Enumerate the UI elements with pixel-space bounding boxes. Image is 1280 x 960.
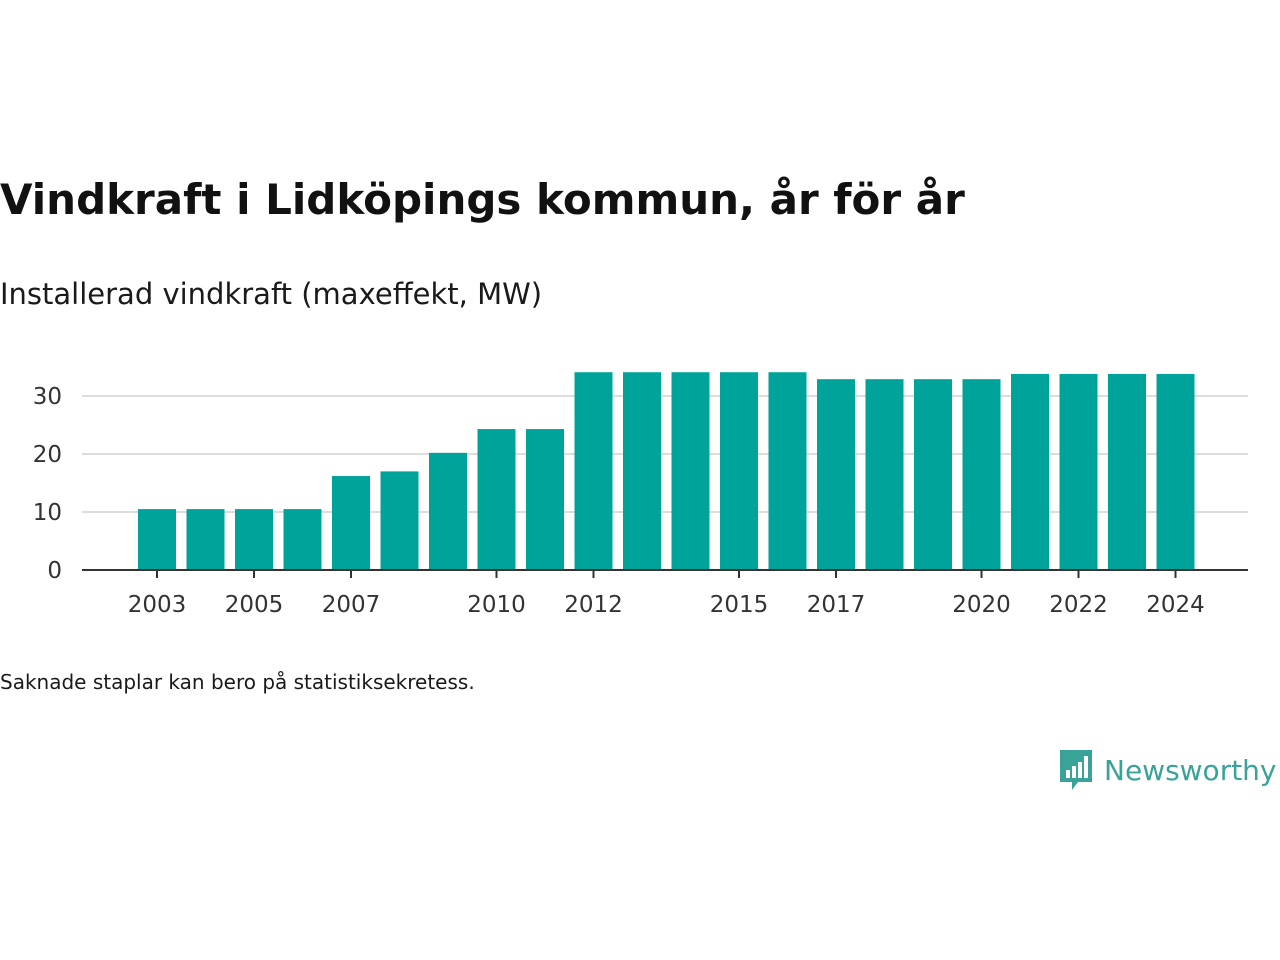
bar-2012 bbox=[574, 372, 613, 570]
bar-2008 bbox=[380, 471, 419, 570]
bar-2003 bbox=[138, 509, 176, 570]
chart-subtitle: Installerad vindkraft (maxeffekt, MW) bbox=[0, 277, 543, 311]
y-tick-label: 0 bbox=[47, 558, 62, 584]
bar-2024 bbox=[1156, 373, 1195, 570]
bar-2016 bbox=[768, 372, 807, 570]
axes bbox=[82, 569, 1248, 578]
bar-2020 bbox=[962, 379, 1001, 570]
bar-2015 bbox=[720, 372, 758, 570]
gridlines bbox=[82, 395, 1248, 513]
brand-logo: Newsworthy bbox=[1058, 748, 1277, 792]
x-tick-label: 2022 bbox=[1049, 592, 1108, 618]
bar-2023 bbox=[1108, 373, 1146, 570]
bar-2017 bbox=[817, 379, 855, 570]
y-tick-label: 20 bbox=[33, 442, 62, 468]
brand-name: Newsworthy bbox=[1104, 753, 1277, 787]
bar-2009 bbox=[429, 452, 467, 570]
x-tick-label: 2003 bbox=[128, 592, 187, 618]
newsworthy-logo-icon bbox=[1060, 750, 1092, 790]
x-tick-label: 2015 bbox=[710, 592, 769, 618]
bar-2006 bbox=[283, 509, 322, 570]
bar-2019 bbox=[914, 379, 952, 570]
bar-2011 bbox=[526, 429, 564, 570]
y-tick-label: 10 bbox=[33, 500, 62, 526]
x-tick-label: 2020 bbox=[952, 592, 1011, 618]
bar-2010 bbox=[477, 429, 516, 570]
bar-2013 bbox=[623, 372, 661, 570]
bar-chart: 0 10 20 30 2003 2005 2007 2010 2012 2015 2017 2020 2… bbox=[33, 372, 1248, 618]
y-tick-label: 30 bbox=[33, 384, 62, 410]
chart-title: Vindkraft i Lidköpings kommun, år för år bbox=[0, 175, 965, 224]
tick-labels: 0 10 20 30 2003 2005 2007 2010 2012 2015 2017 2020 2… bbox=[33, 384, 1205, 618]
x-tick-label: 2017 bbox=[807, 592, 866, 618]
bar-2022 bbox=[1059, 373, 1098, 570]
bar-2021 bbox=[1011, 373, 1049, 570]
x-tick-label: 2005 bbox=[225, 592, 284, 618]
chart-footnote: Saknade staplar kan bero på statistiksek… bbox=[0, 670, 475, 694]
x-tick-label: 2007 bbox=[322, 592, 381, 618]
bar-2007 bbox=[332, 476, 370, 570]
x-tick-label: 2024 bbox=[1146, 592, 1205, 618]
bar-2004 bbox=[186, 509, 225, 570]
x-tick-label: 2010 bbox=[467, 592, 526, 618]
x-tick-label: 2012 bbox=[564, 592, 623, 618]
bar-2005 bbox=[235, 509, 273, 570]
bars bbox=[138, 372, 1195, 570]
bar-2018 bbox=[865, 379, 904, 570]
bar-2014 bbox=[671, 372, 710, 570]
